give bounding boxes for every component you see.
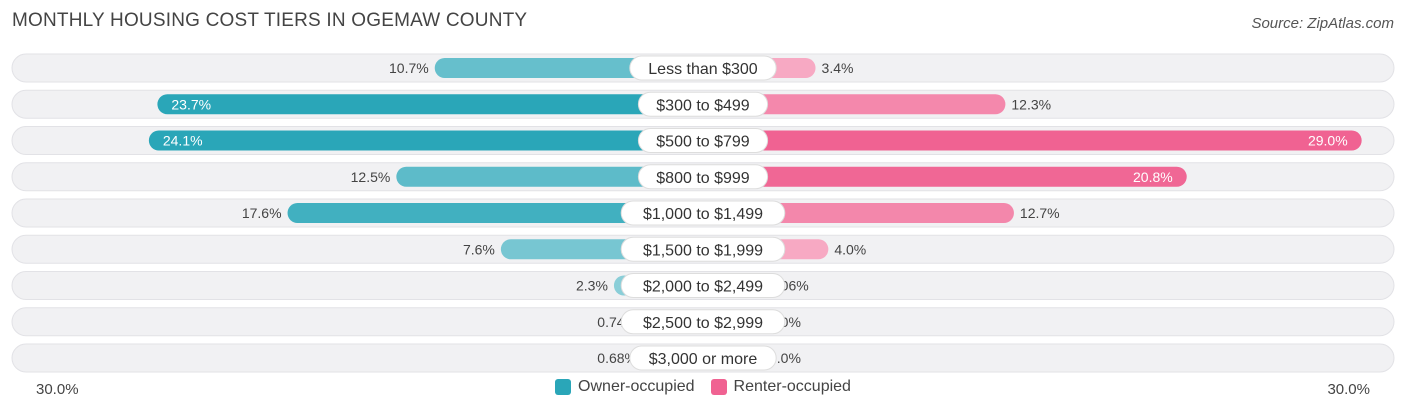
category-pill xyxy=(629,55,777,81)
category-pill xyxy=(637,164,769,190)
renter-value-label: 0.0% xyxy=(769,350,801,366)
renter-bar xyxy=(703,130,1362,151)
axis-left-label: 30.0% xyxy=(36,381,79,398)
renter-value-label: 12.3% xyxy=(1011,96,1051,112)
renter-value-label: 3.4% xyxy=(822,60,854,76)
owner-bar xyxy=(148,130,703,151)
category-pill xyxy=(620,273,786,298)
category-label: Less than $300 xyxy=(648,61,758,78)
owner-value-label: 23.7% xyxy=(171,96,211,112)
category-label: $2,000 to $2,499 xyxy=(643,279,763,296)
category-label: $1,500 to $1,999 xyxy=(643,242,763,259)
category-pill xyxy=(620,309,786,335)
owner-bar xyxy=(157,94,703,115)
legend-owner-swatch xyxy=(555,379,572,395)
renter-bar xyxy=(703,94,1006,115)
category-pill xyxy=(620,236,786,262)
legend-owner-label: Owner-occupied xyxy=(578,378,695,395)
category-label: $3,000 or more xyxy=(649,351,758,368)
renter-value-label: 4.0% xyxy=(834,241,866,257)
legend-renter[interactable]: Renter-occupied xyxy=(710,378,851,396)
owner-value-label: 0.68% xyxy=(597,350,637,366)
category-pill xyxy=(620,200,786,226)
owner-bar xyxy=(396,166,703,187)
category-label: $300 to $499 xyxy=(656,97,750,114)
owner-value-label: 2.3% xyxy=(576,278,608,294)
category-label: $800 to $999 xyxy=(656,170,750,187)
owner-value-label: 10.7% xyxy=(389,60,429,76)
legend-renter-label: Renter-occupied xyxy=(733,378,851,395)
owner-value-label: 12.5% xyxy=(351,169,391,185)
chart-title: MONTHLY HOUSING COST TIERS IN OGEMAW COU… xyxy=(12,10,528,31)
legend-owner[interactable]: Owner-occupied xyxy=(555,378,695,396)
legend: Owner-occupied Renter-occupied xyxy=(0,378,1406,396)
renter-value-label: 12.7% xyxy=(1020,205,1060,221)
renter-bar xyxy=(703,166,1187,187)
category-pill xyxy=(637,128,769,153)
category-label: $500 to $799 xyxy=(656,134,750,151)
owner-value-label: 7.6% xyxy=(463,241,495,257)
category-label: $2,500 to $2,999 xyxy=(643,315,763,332)
axis-right-label: 30.0% xyxy=(1327,381,1370,398)
renter-value-label: 20.8% xyxy=(1133,169,1173,185)
owner-bar xyxy=(287,203,703,223)
category-pill xyxy=(629,345,777,371)
renter-value-label: 29.0% xyxy=(1308,133,1348,149)
owner-value-label: 24.1% xyxy=(163,133,203,149)
legend-renter-swatch xyxy=(710,379,727,395)
chart-source: Source: ZipAtlas.com xyxy=(1251,15,1394,32)
owner-value-label: 17.6% xyxy=(242,205,282,221)
category-label: $1,000 to $1,499 xyxy=(643,206,763,223)
category-pill xyxy=(637,91,769,117)
